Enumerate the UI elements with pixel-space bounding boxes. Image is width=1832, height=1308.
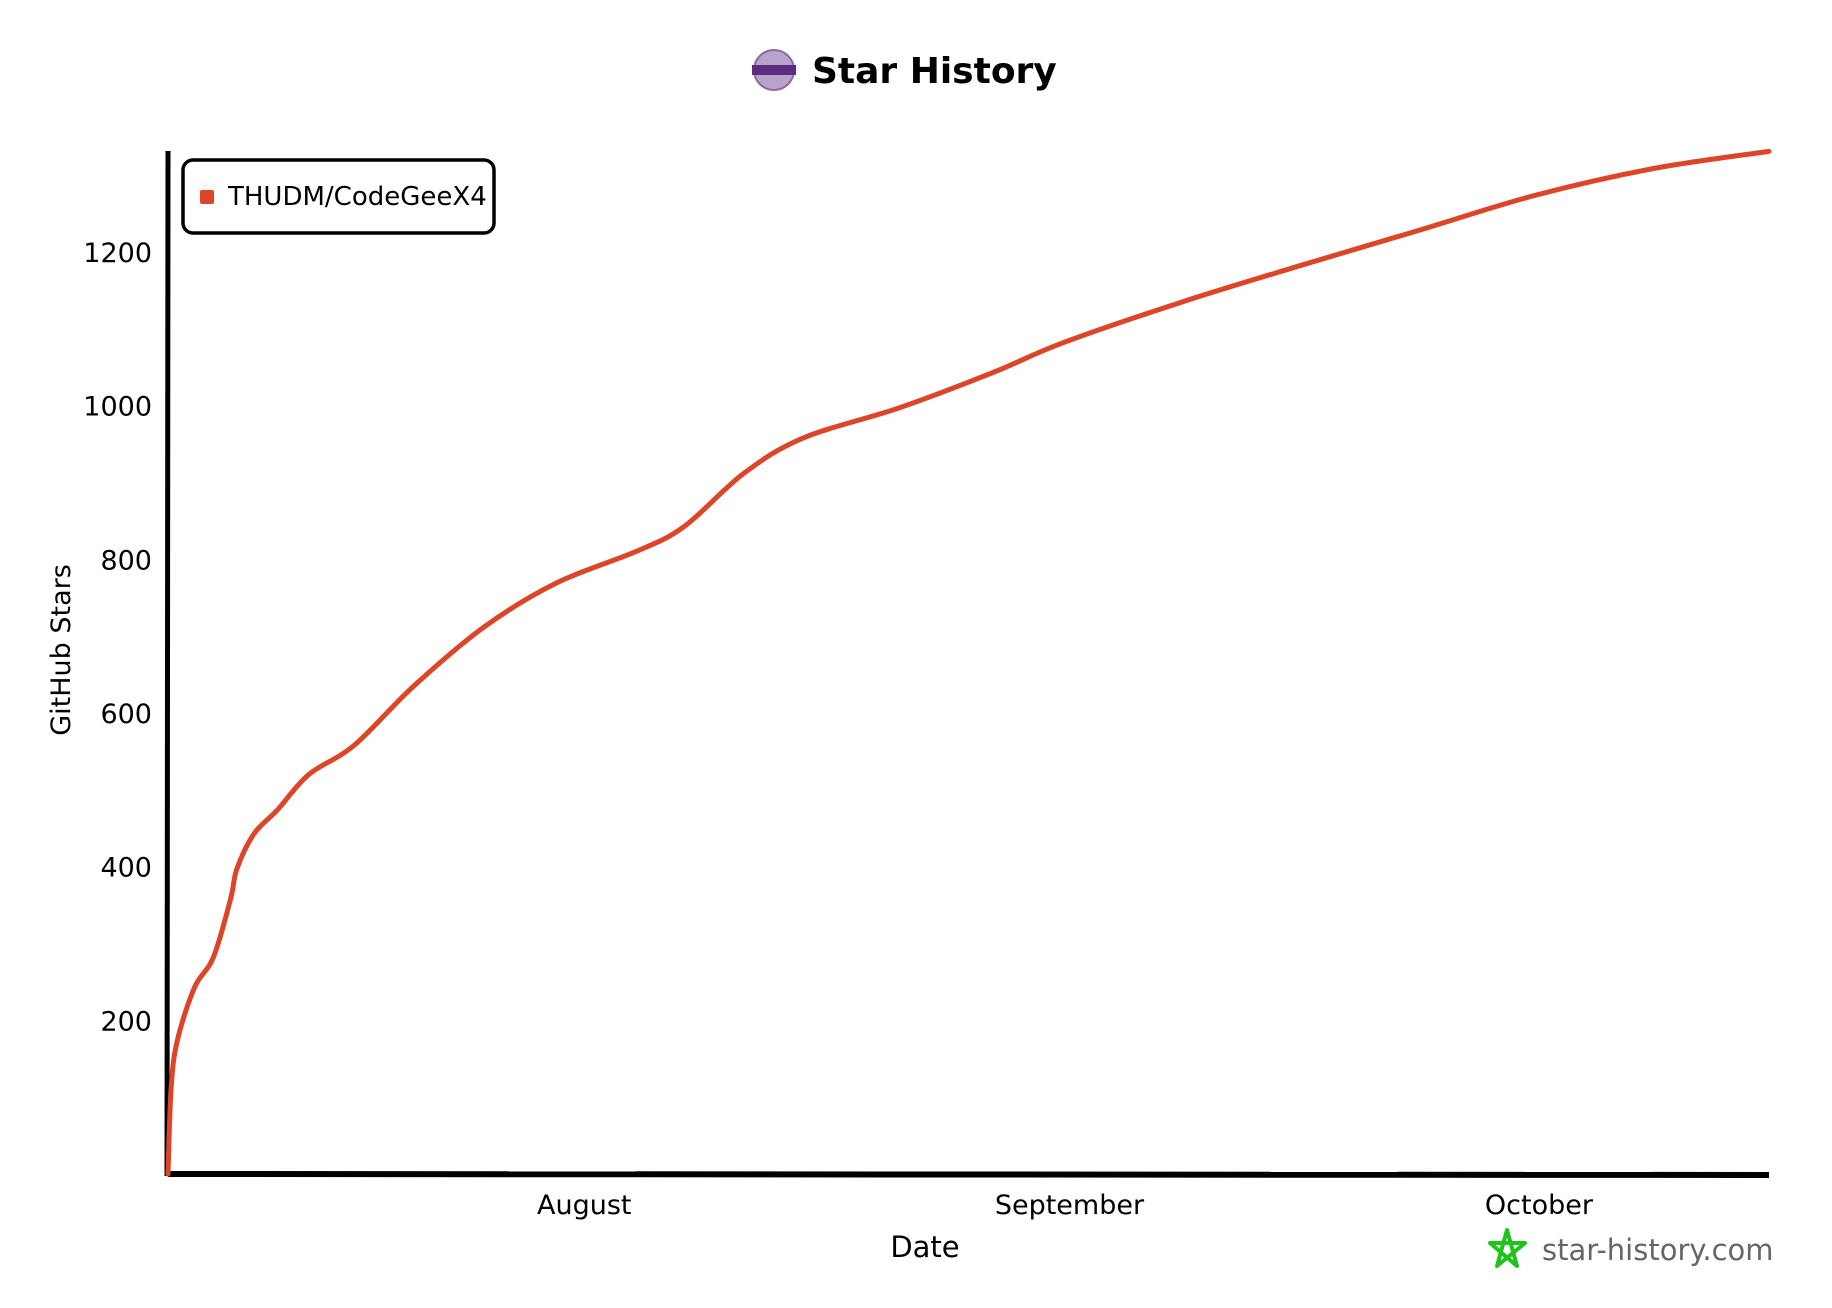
y-tick-label: 1200 xyxy=(83,238,152,269)
watermark: star-history.com xyxy=(1488,1228,1774,1268)
y-tick-label: 200 xyxy=(100,1006,152,1037)
x-axis-line xyxy=(167,1171,1770,1178)
x-tick-label: September xyxy=(995,1190,1145,1221)
legend: THUDM/CodeGeeX4 xyxy=(181,158,496,235)
watermark-text: star-history.com xyxy=(1542,1233,1774,1267)
x-tick-label: October xyxy=(1485,1190,1594,1221)
y-axis-line xyxy=(164,150,171,1177)
chart-title: Star History xyxy=(812,51,1057,92)
legend-swatch xyxy=(200,190,214,204)
legend-label: THUDM/CodeGeeX4 xyxy=(227,182,487,212)
y-axis-label: GitHub Stars xyxy=(46,564,77,736)
y-tick-label: 1000 xyxy=(83,392,152,423)
x-tick-label: August xyxy=(537,1190,632,1221)
y-tick-label: 400 xyxy=(100,853,152,884)
y-tick-label: 600 xyxy=(100,699,152,730)
axes xyxy=(164,150,1770,1178)
series-line-thudm-codegeex4 xyxy=(165,148,1772,1177)
y-tick-label: 800 xyxy=(100,545,152,576)
green-star-icon xyxy=(1488,1228,1527,1268)
x-axis-label: Date xyxy=(890,1230,959,1264)
logo-icon xyxy=(752,49,796,91)
